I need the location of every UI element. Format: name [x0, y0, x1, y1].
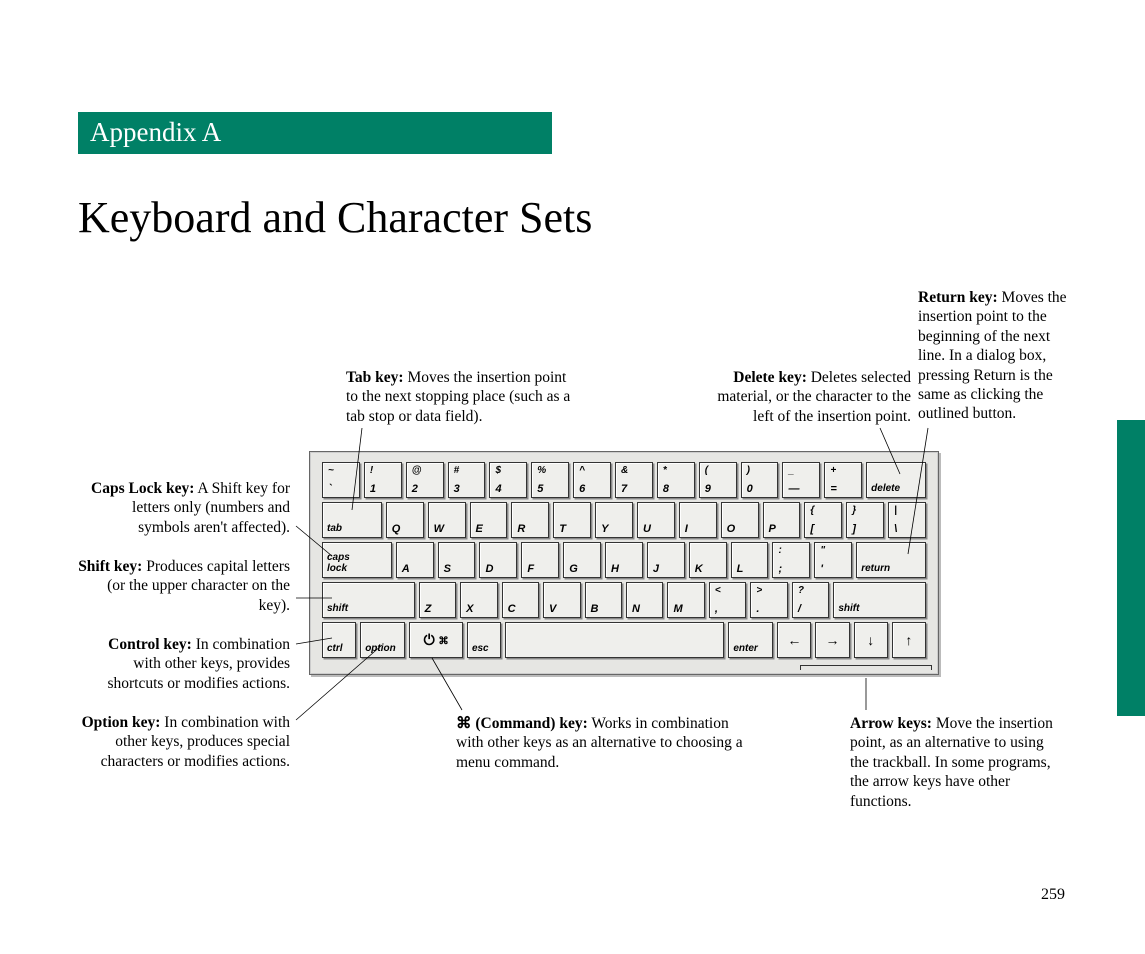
key: %5: [531, 462, 569, 498]
callout-arrows: Arrow keys: Move the insertion point, as…: [850, 714, 1066, 811]
callout-tab-bold: Tab key:: [346, 369, 404, 386]
key: E: [470, 502, 508, 538]
key: *8: [657, 462, 695, 498]
key: ?/: [792, 582, 829, 618]
key: enter: [728, 622, 773, 658]
key: _—: [782, 462, 820, 498]
appendix-banner: Appendix A: [78, 112, 552, 154]
key: delete: [866, 462, 926, 498]
key: ↓: [854, 622, 888, 658]
row-2: tabQWERTYUIOP{[}]|\: [322, 502, 926, 538]
key: C: [502, 582, 539, 618]
row-3: caps lockASDFGHJKL:;"'return: [322, 542, 926, 578]
callout-shift: Shift key: Produces capital letters (or …: [74, 557, 290, 615]
key: ←: [777, 622, 811, 658]
key: ~`: [322, 462, 360, 498]
key: N: [626, 582, 663, 618]
key: F: [521, 542, 559, 578]
key: &7: [615, 462, 653, 498]
key: Y: [595, 502, 633, 538]
key: X: [460, 582, 497, 618]
side-tab: [1117, 420, 1145, 716]
key: @2: [406, 462, 444, 498]
key: "': [814, 542, 852, 578]
key: tab: [322, 502, 382, 538]
key: Z: [419, 582, 456, 618]
callout-caps: Caps Lock key: A Shift key for letters o…: [84, 479, 290, 537]
callout-control-bold: Control key:: [108, 636, 192, 653]
callout-option-bold: Option key:: [82, 714, 161, 731]
key: T: [553, 502, 591, 538]
key: shift: [322, 582, 415, 618]
key: D: [479, 542, 517, 578]
key: W: [428, 502, 466, 538]
callout-return-bold: Return key:: [918, 289, 998, 306]
callout-delete-bold: Delete key:: [733, 369, 807, 386]
callout-control: Control key: In combination with other k…: [84, 635, 290, 693]
key: S: [438, 542, 476, 578]
key: I: [679, 502, 717, 538]
key: ⏻ ⌘: [409, 622, 463, 658]
key: V: [543, 582, 580, 618]
key: G: [563, 542, 601, 578]
key: return: [856, 542, 926, 578]
key: option: [360, 622, 405, 658]
page-title: Keyboard and Character Sets: [78, 192, 592, 243]
key: |\: [888, 502, 926, 538]
callout-delete: Delete key: Deletes selected material, o…: [695, 368, 911, 426]
key: O: [721, 502, 759, 538]
key: ↑: [892, 622, 926, 658]
key: L: [731, 542, 769, 578]
key: caps lock: [322, 542, 392, 578]
key: U: [637, 502, 675, 538]
callout-option: Option key: In combination with other ke…: [64, 713, 290, 771]
key: +=: [824, 462, 862, 498]
key: [505, 622, 724, 658]
key: →: [815, 622, 849, 658]
key: esc: [467, 622, 501, 658]
row-5: ctrloption⏻ ⌘esc enter←→↓↑: [322, 622, 926, 658]
key: shift: [833, 582, 926, 618]
callout-tab: Tab key: Moves the insertion point to th…: [346, 368, 582, 426]
callout-return: Return key: Moves the insertion point to…: [918, 288, 1068, 424]
key: {[: [804, 502, 842, 538]
key: J: [647, 542, 685, 578]
key: Q: [386, 502, 424, 538]
key: M: [667, 582, 704, 618]
callout-arrows-bold: Arrow keys:: [850, 715, 932, 732]
key: B: [585, 582, 622, 618]
key: :;: [772, 542, 810, 578]
callout-shift-bold: Shift key:: [78, 558, 142, 575]
key: ctrl: [322, 622, 356, 658]
row-1: ~`!1@2#3$4%5^6&7*8(9)0_—+=delete: [322, 462, 926, 498]
key: ^6: [573, 462, 611, 498]
key: )0: [741, 462, 779, 498]
key: A: [396, 542, 434, 578]
key: #3: [448, 462, 486, 498]
callout-return-text: Moves the insertion point to the beginni…: [918, 289, 1067, 422]
key: (9: [699, 462, 737, 498]
key: >.: [750, 582, 787, 618]
row-4: shiftZXCVBNM<,>.?/shift: [322, 582, 926, 618]
key: R: [511, 502, 549, 538]
key: P: [763, 502, 801, 538]
key: $4: [489, 462, 527, 498]
callout-command: ⌘ (Command) key: Works in combination wi…: [456, 714, 744, 772]
page-number: 259: [1041, 886, 1065, 904]
keyboard: ~`!1@2#3$4%5^6&7*8(9)0_—+=delete tabQWER…: [309, 451, 939, 675]
key: K: [689, 542, 727, 578]
key: H: [605, 542, 643, 578]
callout-command-bold: ⌘ (Command) key:: [456, 715, 588, 732]
callout-caps-bold: Caps Lock key:: [91, 480, 194, 497]
key: }]: [846, 502, 884, 538]
key: <,: [709, 582, 746, 618]
key: !1: [364, 462, 402, 498]
